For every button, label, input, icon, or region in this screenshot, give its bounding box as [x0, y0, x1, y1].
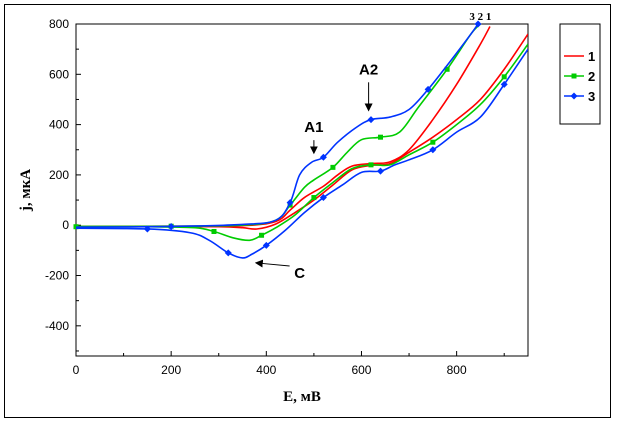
series-3-point: [262, 241, 270, 249]
series-3-point: [500, 80, 508, 88]
y-tick-label: 800: [49, 17, 69, 31]
plot-area-border: [75, 23, 529, 357]
x-tick-label: 0: [73, 363, 80, 377]
x-tick-label: 400: [256, 363, 276, 377]
y-tick-label: -200: [45, 269, 69, 283]
y-tick-label: 200: [49, 168, 69, 182]
y-axis-title: j, мкА: [18, 169, 34, 212]
x-axis-title: E, мВ: [283, 389, 321, 405]
y-tick-label: 400: [49, 118, 69, 132]
series-3-point: [143, 225, 151, 233]
series-1-forward-line: [76, 26, 491, 228]
legend-box: [559, 23, 601, 125]
series-3-point: [319, 153, 327, 161]
series-2-forward-line: [76, 24, 482, 228]
annotation-c-arrow: [254, 259, 290, 268]
x-tick-label: 200: [161, 363, 181, 377]
legend-series-2-label: 2: [588, 69, 595, 84]
series-3-point: [424, 85, 432, 93]
series-2-point: [378, 134, 384, 140]
series-2-reverse-line: [76, 43, 528, 242]
series-2-point: [368, 162, 374, 168]
series-3-point: [224, 249, 232, 257]
series-2-point: [571, 73, 577, 79]
series-3-point: [167, 222, 175, 230]
x-tick-label: 600: [351, 363, 371, 377]
series-2-point: [330, 164, 336, 170]
series-2-point: [259, 232, 265, 238]
x-tick-label: 800: [447, 363, 467, 377]
series-2-point: [430, 139, 436, 145]
annotation-a2-label: A2: [359, 61, 378, 78]
series-3-point: [367, 116, 375, 124]
series-3-point: [570, 92, 578, 100]
y-tick-label: -400: [45, 319, 69, 333]
series-3-point: [286, 199, 294, 207]
series-1-reverse-line: [76, 33, 528, 230]
series-3-point: [474, 20, 482, 28]
legend-series-3-label: 3: [588, 89, 595, 104]
y-tick-label: 0: [62, 218, 69, 232]
annotation-a1-label: A1: [304, 119, 323, 136]
curve-order-label: 3 2 1: [469, 11, 491, 23]
series-2-point: [444, 66, 450, 72]
y-tick-label: 600: [49, 67, 69, 81]
legend-series-1-label: 1: [588, 49, 595, 64]
series-3-forward-line: [76, 24, 479, 229]
series-2-point: [311, 195, 317, 201]
annotation-c-label: C: [294, 265, 305, 282]
series-2-point: [211, 229, 217, 234]
series-3-point: [319, 194, 327, 202]
series-3-point: [429, 146, 437, 154]
series-2-point: [501, 74, 507, 80]
series-3-point: [377, 167, 385, 175]
